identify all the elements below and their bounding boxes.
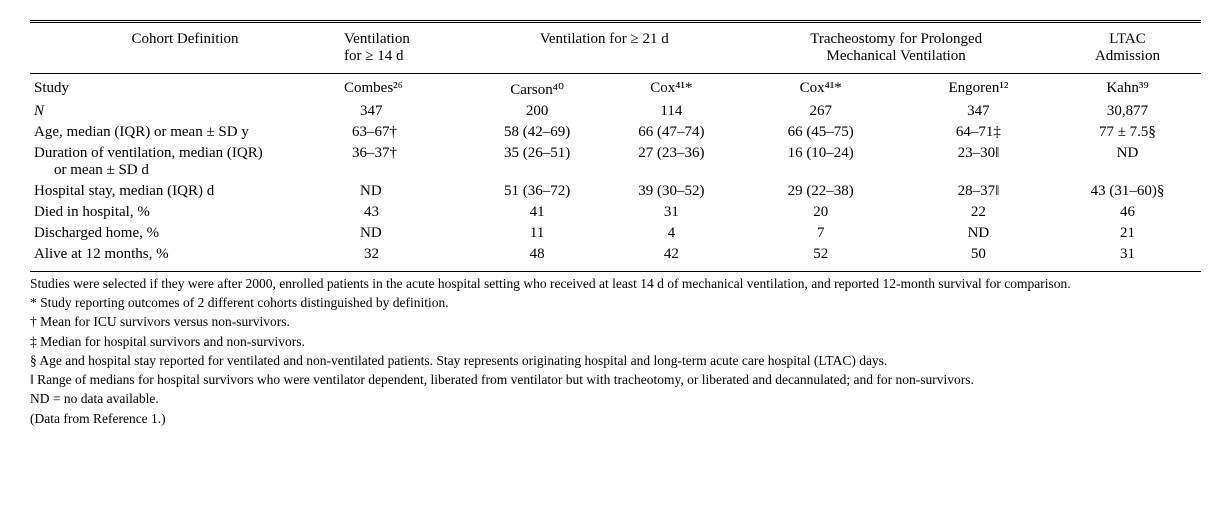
cell-age-label: Age, median (IQR) or mean ± SD y bbox=[30, 122, 340, 143]
footnote-2: * Study reporting outcomes of 2 differen… bbox=[30, 294, 1201, 312]
footnote-7: ND = no data available. bbox=[30, 390, 1201, 408]
cell-hospital-c1: ND bbox=[340, 181, 470, 202]
cell-study-c5: Engoren¹² bbox=[903, 74, 1054, 102]
cell-duration-c6: ND bbox=[1054, 143, 1201, 181]
cell-alive-label: Alive at 12 months, % bbox=[30, 244, 340, 272]
cell-discharged-c5: ND bbox=[903, 223, 1054, 244]
header-tracheostomy: Tracheostomy for ProlongedMechanical Ven… bbox=[738, 22, 1053, 74]
cell-study-c6: Kahn³⁹ bbox=[1054, 74, 1201, 102]
cell-n-c3: 114 bbox=[604, 101, 738, 122]
cell-duration-c3: 27 (23–36) bbox=[604, 143, 738, 181]
cell-died-c4: 20 bbox=[738, 202, 902, 223]
cell-died-c2: 41 bbox=[470, 202, 604, 223]
cell-n-c4: 267 bbox=[738, 101, 902, 122]
cell-study-c3: Cox⁴¹* bbox=[604, 74, 738, 102]
footnote-3: † Mean for ICU survivors versus non-surv… bbox=[30, 313, 1201, 331]
cell-study-c4: Cox⁴¹* bbox=[738, 74, 902, 102]
cell-alive-c2: 48 bbox=[470, 244, 604, 272]
duration-line2: or mean ± SD d bbox=[34, 162, 149, 179]
cell-alive-c4: 52 bbox=[738, 244, 902, 272]
cell-n-c5: 347 bbox=[903, 101, 1054, 122]
cell-n-label: N bbox=[30, 101, 340, 122]
cell-study-label: Study bbox=[30, 74, 340, 102]
table-header-row: Cohort Definition Ventilationfor ≥ 14 d … bbox=[30, 22, 1201, 74]
cell-hospital-c2: 51 (36–72) bbox=[470, 181, 604, 202]
cell-died-c1: 43 bbox=[340, 202, 470, 223]
cell-age-c2: 58 (42–69) bbox=[470, 122, 604, 143]
cohort-table: Cohort Definition Ventilationfor ≥ 14 d … bbox=[30, 20, 1201, 272]
cell-discharged-c1: ND bbox=[340, 223, 470, 244]
row-n: N 347 200 114 267 347 30,877 bbox=[30, 101, 1201, 122]
cell-died-c6: 46 bbox=[1054, 202, 1201, 223]
cell-alive-c6: 31 bbox=[1054, 244, 1201, 272]
cell-n-c6: 30,877 bbox=[1054, 101, 1201, 122]
row-age: Age, median (IQR) or mean ± SD y 63–67† … bbox=[30, 122, 1201, 143]
row-died: Died in hospital, % 43 41 31 20 22 46 bbox=[30, 202, 1201, 223]
footnote-8: (Data from Reference 1.) bbox=[30, 410, 1201, 428]
header-vent-21d: Ventilation for ≥ 21 d bbox=[470, 22, 738, 74]
header-cohort-definition: Cohort Definition bbox=[30, 22, 340, 74]
cell-study-c1: Combes²⁶ bbox=[340, 74, 470, 102]
row-hospital-stay: Hospital stay, median (IQR) d ND 51 (36–… bbox=[30, 181, 1201, 202]
cell-study-c2: Carson⁴⁰ bbox=[470, 74, 604, 102]
cell-duration-c1: 36–37† bbox=[340, 143, 470, 181]
cell-duration-c2: 35 (26–51) bbox=[470, 143, 604, 181]
cell-age-c6: 77 ± 7.5§ bbox=[1054, 122, 1201, 143]
cell-n-c2: 200 bbox=[470, 101, 604, 122]
cell-age-c1: 63–67† bbox=[340, 122, 470, 143]
cell-discharged-label: Discharged home, % bbox=[30, 223, 340, 244]
footnote-5: § Age and hospital stay reported for ven… bbox=[30, 352, 1201, 370]
row-study: Study Combes²⁶ Carson⁴⁰ Cox⁴¹* Cox⁴¹* En… bbox=[30, 74, 1201, 102]
cell-alive-c1: 32 bbox=[340, 244, 470, 272]
footnote-4: ‡ Median for hospital survivors and non-… bbox=[30, 333, 1201, 351]
cell-n-c1: 347 bbox=[340, 101, 470, 122]
cell-hospital-c4: 29 (22–38) bbox=[738, 181, 902, 202]
cell-hospital-label: Hospital stay, median (IQR) d bbox=[30, 181, 340, 202]
cell-discharged-c4: 7 bbox=[738, 223, 902, 244]
cell-duration-label: Duration of ventilation, median (IQR) or… bbox=[30, 143, 340, 181]
cell-alive-c5: 50 bbox=[903, 244, 1054, 272]
cell-hospital-c5: 28–37‖ bbox=[903, 181, 1054, 202]
cell-duration-c4: 16 (10–24) bbox=[738, 143, 902, 181]
cell-died-c5: 22 bbox=[903, 202, 1054, 223]
cell-discharged-c2: 11 bbox=[470, 223, 604, 244]
cell-duration-c5: 23–30‖ bbox=[903, 143, 1054, 181]
cell-died-c3: 31 bbox=[604, 202, 738, 223]
header-ltac: LTACAdmission bbox=[1054, 22, 1201, 74]
row-duration: Duration of ventilation, median (IQR) or… bbox=[30, 143, 1201, 181]
footnote-6: ‖ Range of medians for hospital survivor… bbox=[30, 371, 1201, 389]
cell-age-c4: 66 (45–75) bbox=[738, 122, 902, 143]
cell-age-c3: 66 (47–74) bbox=[604, 122, 738, 143]
cell-hospital-c3: 39 (30–52) bbox=[604, 181, 738, 202]
footnotes-block: Studies were selected if they were after… bbox=[30, 275, 1201, 428]
cell-age-c5: 64–71‡ bbox=[903, 122, 1054, 143]
duration-line1: Duration of ventilation, median (IQR) bbox=[34, 145, 263, 161]
header-vent-14d: Ventilationfor ≥ 14 d bbox=[340, 22, 470, 74]
footnote-1: Studies were selected if they were after… bbox=[30, 275, 1201, 293]
cell-discharged-c3: 4 bbox=[604, 223, 738, 244]
cell-died-label: Died in hospital, % bbox=[30, 202, 340, 223]
row-alive: Alive at 12 months, % 32 48 42 52 50 31 bbox=[30, 244, 1201, 272]
n-italic: N bbox=[34, 103, 44, 119]
cell-discharged-c6: 21 bbox=[1054, 223, 1201, 244]
cell-alive-c3: 42 bbox=[604, 244, 738, 272]
data-table-container: Cohort Definition Ventilationfor ≥ 14 d … bbox=[30, 20, 1201, 428]
row-discharged: Discharged home, % ND 11 4 7 ND 21 bbox=[30, 223, 1201, 244]
cell-hospital-c6: 43 (31–60)§ bbox=[1054, 181, 1201, 202]
